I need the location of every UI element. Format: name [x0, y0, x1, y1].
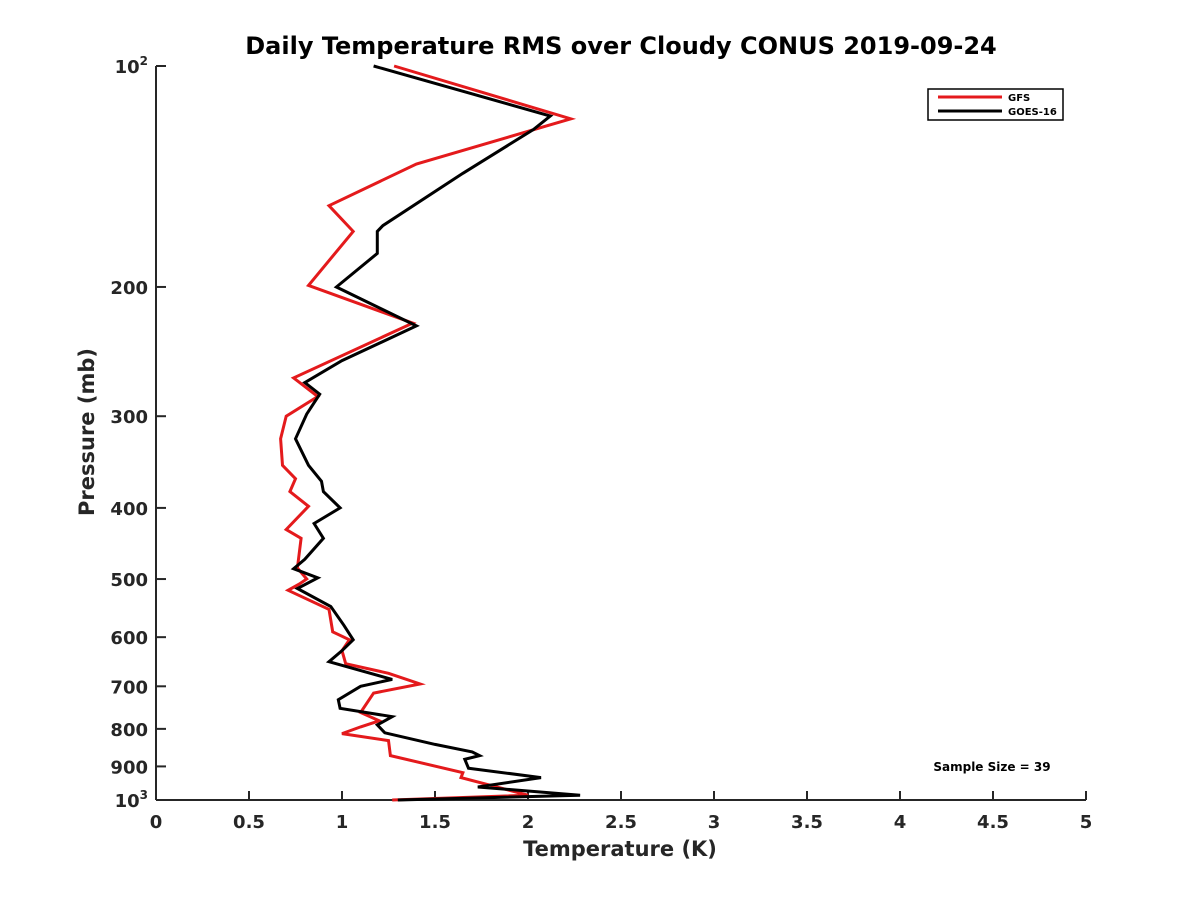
y-tick-label: 900: [110, 757, 148, 778]
legend-box: [927, 88, 1064, 121]
y-tick-label: 300: [110, 407, 148, 428]
x-tick-label: 0.5: [233, 812, 265, 833]
axes: 0 0.5 1 1.5 2 2.5 3 3.5 4 4.5 5 102 200 300 400 500 600 7…: [110, 54, 1092, 833]
x-tick-label: 4.5: [977, 812, 1009, 833]
x-tick-label: 1.5: [419, 812, 451, 833]
y-axis-label: Pressure (mb): [75, 348, 99, 516]
y-tick-label: 103: [115, 788, 148, 812]
series-line-goes-16: [290, 64, 581, 802]
x-tick-label: 5: [1080, 812, 1093, 833]
y-tick-label: 102: [115, 54, 148, 78]
y-tick-label: 800: [110, 720, 148, 741]
y-tick-label: 600: [110, 628, 148, 649]
legend: GFS GOES-16: [927, 88, 1064, 121]
x-tick-label: 3.5: [791, 812, 823, 833]
x-tick-label: 0: [150, 812, 163, 833]
series-layer: [279, 64, 581, 802]
series-line-gfs: [279, 64, 577, 802]
x-tick-label: 2: [522, 812, 535, 833]
y-tick-label: 200: [110, 278, 148, 299]
y-tick-label: 400: [110, 499, 148, 520]
y-tick-label: 700: [110, 677, 148, 698]
legend-label: GOES-16: [1008, 107, 1057, 118]
y-tick-label: 500: [110, 570, 148, 591]
sample-size-annotation: Sample Size = 39: [933, 760, 1050, 774]
x-tick-label: 3: [708, 812, 721, 833]
x-tick-label: 2.5: [605, 812, 637, 833]
chart-title: Daily Temperature RMS over Cloudy CONUS …: [245, 32, 997, 60]
legend-label: GFS: [1008, 93, 1030, 104]
x-axis-label: Temperature (K): [523, 837, 717, 861]
x-tick-label: 4: [894, 812, 907, 833]
x-tick-label: 1: [336, 812, 349, 833]
